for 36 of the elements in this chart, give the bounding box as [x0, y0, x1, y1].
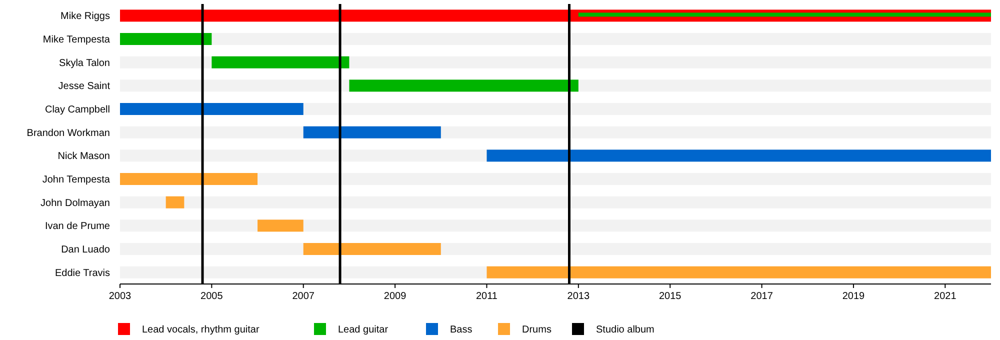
y-tick-label: Nick Mason: [58, 151, 110, 162]
bar: [120, 173, 258, 185]
y-tick-label: John Tempesta: [42, 174, 110, 186]
bar: [349, 80, 578, 92]
x-tick-label: 2005: [200, 291, 224, 302]
y-tick-label: Clay Campbell: [44, 104, 110, 116]
legend-label: Drums: [522, 324, 552, 336]
bar: [120, 103, 304, 115]
y-tick-label: Ivan de Prume: [44, 221, 110, 232]
x-tick-label: 2015: [658, 291, 682, 302]
bar: [303, 126, 441, 138]
bar: [258, 220, 304, 232]
y-tick-label: Jesse Saint: [58, 81, 110, 92]
x-tick-label: 2021: [934, 291, 957, 302]
x-tick-label: 2007: [292, 291, 315, 302]
y-tick-label: Dan Luado: [61, 244, 110, 256]
legend-label: Lead vocals, rhythm guitar: [142, 324, 260, 336]
legend-label: Studio album: [596, 324, 654, 336]
legend-label: Bass: [450, 324, 472, 336]
bar: [303, 243, 441, 255]
bar: [166, 196, 184, 208]
x-tick-label: 2019: [842, 291, 866, 302]
x-tick-label: 2009: [384, 291, 407, 302]
x-tick-label: 2013: [567, 291, 590, 302]
y-tick-label: Mike Tempesta: [42, 34, 110, 46]
x-tick-label: 2003: [108, 291, 132, 302]
legend-label: Lead guitar: [338, 324, 389, 336]
bar: [120, 33, 212, 45]
y-tick-label: Mike Riggs: [60, 11, 110, 22]
bar: [212, 56, 350, 68]
y-tick-label: Brandon Workman: [26, 128, 110, 139]
x-tick-label: 2017: [750, 291, 774, 302]
y-tick-label: Eddie Travis: [54, 268, 110, 279]
x-tick-label: 2011: [476, 291, 498, 302]
y-tick-label: Skyla Talon: [59, 58, 110, 69]
y-tick-label: John Dolmayan: [40, 198, 110, 209]
